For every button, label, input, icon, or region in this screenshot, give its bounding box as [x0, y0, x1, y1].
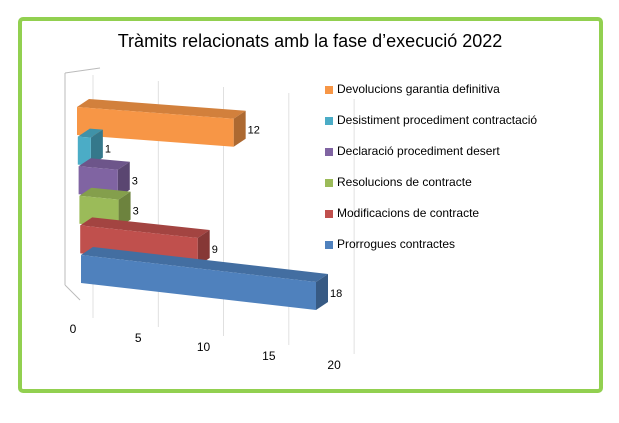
legend-marker — [325, 86, 333, 94]
bar — [77, 136, 91, 166]
legend-marker — [325, 241, 333, 249]
x-tick-label: 10 — [197, 340, 211, 354]
bar-top — [77, 128, 103, 138]
chart-title: Tràmits relacionats amb la fase d’execuc… — [118, 31, 503, 51]
data-label: 3 — [133, 206, 139, 218]
legend: Devolucions garantia definitiva Desistime… — [325, 82, 537, 251]
x-tick-label: 0 — [70, 322, 77, 336]
bar-top — [79, 187, 131, 200]
data-label: 12 — [248, 125, 260, 137]
data-label: 9 — [212, 244, 218, 256]
legend-marker — [325, 179, 333, 187]
bar-side — [316, 274, 328, 311]
x-tick-label: 5 — [135, 331, 142, 345]
bar-side — [117, 161, 130, 198]
wall-line — [64, 67, 101, 74]
legend-label: Resolucions de contracte — [337, 175, 472, 189]
bar-side — [118, 191, 131, 228]
data-label: 3 — [132, 176, 138, 188]
legend-label: Prorrogues contractes — [337, 237, 455, 251]
x-tick-label: 20 — [327, 358, 341, 372]
data-label: 1 — [105, 144, 111, 156]
legend-marker — [325, 148, 333, 156]
plot-area: 0 5 10 15 20 12 1 3 3 9 18 — [64, 67, 355, 372]
bar-top — [77, 99, 246, 119]
bar-top — [81, 247, 328, 283]
legend-marker — [325, 117, 333, 125]
legend-marker — [325, 210, 333, 218]
legend-label: Declaració procediment desert — [337, 144, 500, 158]
bar — [77, 107, 234, 147]
x-tick-label: 15 — [262, 349, 276, 363]
bar-side — [197, 229, 210, 266]
bar-top — [78, 158, 130, 170]
legend-label: Desistiment procediment contractació — [337, 113, 537, 127]
floor-line — [64, 284, 81, 301]
data-label: 18 — [330, 288, 342, 300]
bar-top — [80, 217, 210, 238]
bar-side — [233, 110, 246, 147]
bar — [81, 255, 316, 311]
bar-side — [90, 129, 103, 166]
legend-label: Devolucions garantia definitiva — [337, 82, 500, 96]
legend-label: Modificacions de contracte — [337, 206, 479, 220]
